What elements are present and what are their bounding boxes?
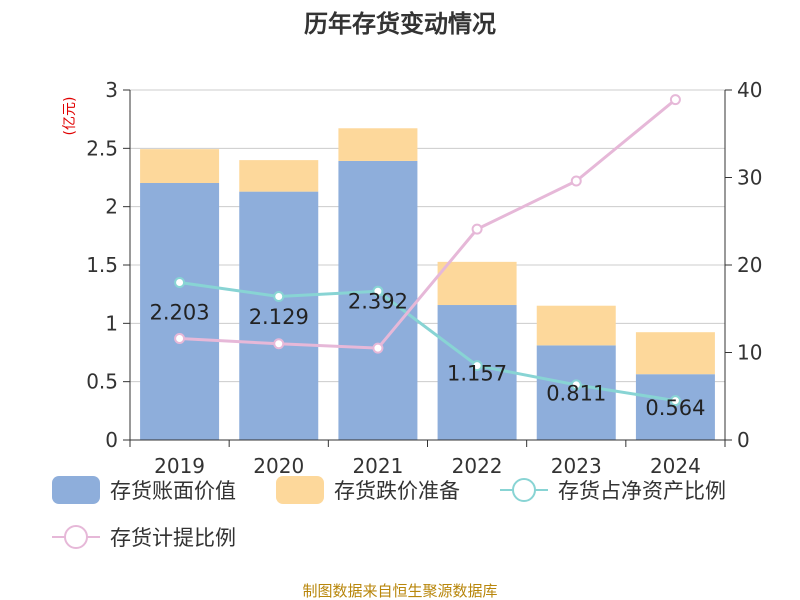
- series-line: [179, 98, 677, 350]
- bars: [140, 128, 715, 440]
- x-tick-label: 2024: [650, 454, 701, 478]
- right-tick-label: 0: [737, 428, 750, 452]
- right-tick-label: 20: [737, 253, 762, 277]
- left-tick-label: 1.5: [86, 253, 118, 277]
- bar: [140, 149, 220, 183]
- bar: [239, 160, 319, 192]
- x-tick-label: 2021: [352, 454, 403, 478]
- series-point: [372, 342, 384, 354]
- legend-label: 存货占净资产比例: [558, 479, 726, 503]
- bar: [338, 128, 418, 161]
- bar-data-label: 0.811: [546, 382, 606, 406]
- series-point: [273, 291, 285, 302]
- bar-data-label: 0.564: [645, 396, 705, 420]
- x-tick-label: 2023: [551, 454, 602, 478]
- legend-label: 存货账面价值: [110, 479, 236, 503]
- right-tick-label: 40: [737, 78, 762, 102]
- series-point: [570, 379, 582, 391]
- bar: [635, 332, 715, 375]
- data-labels: 2.203 2.129 2.392 1.157 0.811 0.564: [150, 289, 706, 420]
- bar: [338, 160, 418, 440]
- bar: [536, 305, 616, 346]
- right-axis-unit: %: [796, 88, 800, 101]
- bar: [437, 305, 517, 440]
- bar-data-label: 2.203: [150, 300, 210, 324]
- right-tick-label: 30: [737, 166, 762, 190]
- right-tick-label: 10: [737, 341, 762, 365]
- left-tick-label: 2: [105, 195, 118, 219]
- series-point: [669, 94, 681, 106]
- left-tick-label: 3: [105, 78, 118, 102]
- series-point: [669, 395, 681, 407]
- series-point: [471, 223, 483, 235]
- bar: [536, 345, 616, 440]
- series-point: [372, 285, 384, 297]
- left-tick-label: 0.5: [86, 370, 118, 394]
- left-tick-label: 2.5: [86, 136, 118, 160]
- bar: [239, 191, 319, 440]
- gridlines: [130, 89, 725, 383]
- left-tick-label: 0: [105, 428, 118, 452]
- bar: [437, 261, 517, 306]
- bar-data-label: 1.157: [447, 362, 507, 386]
- series-point: [273, 338, 285, 350]
- legend-swatch: [276, 476, 324, 504]
- bar-data-label: 2.392: [348, 289, 408, 313]
- legend-label: 存货跌价准备: [334, 479, 460, 503]
- series-line: [179, 281, 676, 403]
- legend-swatch: [52, 476, 100, 504]
- x-tick-label: 2022: [452, 454, 503, 478]
- bar: [140, 182, 220, 440]
- x-tick-label: 2020: [253, 454, 304, 478]
- chart-title: 历年存货变动情况: [304, 10, 496, 38]
- legend-label: 存货计提比例: [110, 526, 236, 550]
- series-point: [471, 360, 483, 372]
- source-note: 制图数据来自恒生聚源数据库: [302, 582, 497, 600]
- series-point: [570, 175, 582, 187]
- bar-data-label: 2.129: [249, 305, 309, 329]
- series-point: [174, 277, 186, 288]
- lines: [174, 94, 681, 407]
- series-point: [174, 333, 186, 344]
- legend-marker: [64, 525, 88, 549]
- bar: [635, 374, 715, 440]
- x-tick-label: 2019: [154, 454, 205, 478]
- legend-marker: [512, 478, 536, 502]
- left-axis-unit: (亿元): [62, 97, 78, 136]
- left-tick-label: 1: [105, 311, 118, 335]
